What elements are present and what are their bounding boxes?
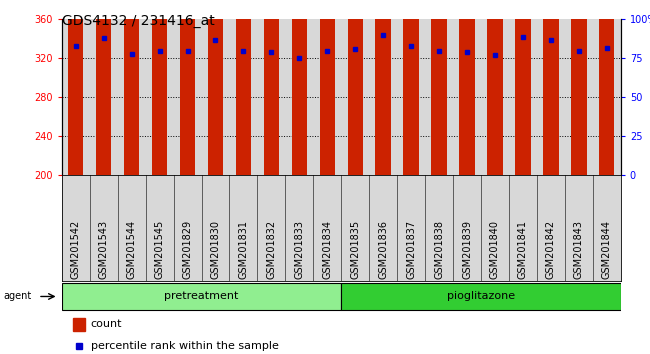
Bar (152, 0, 167, 175)
Text: GSM201839: GSM201839 (462, 220, 472, 279)
Text: GSM201835: GSM201835 (350, 220, 360, 279)
Bar (376, 0, 391, 175)
Bar (292, 0, 307, 175)
Text: GSM201545: GSM201545 (155, 220, 164, 279)
Bar (124, 0, 139, 175)
Bar (341, 283, 621, 310)
Bar (180, 0, 195, 175)
Bar (96, 0, 111, 175)
Bar (348, 0, 363, 175)
Bar (236, 0, 251, 175)
Text: GSM201837: GSM201837 (406, 220, 416, 279)
Text: GSM201829: GSM201829 (183, 220, 192, 279)
Bar (432, 0, 447, 175)
Text: pioglitazone: pioglitazone (447, 291, 515, 301)
Text: GSM201843: GSM201843 (574, 220, 584, 279)
Text: GSM201836: GSM201836 (378, 220, 388, 279)
Text: GSM201830: GSM201830 (211, 220, 220, 279)
Text: count: count (91, 319, 122, 329)
Bar (515, 0, 530, 175)
Bar (571, 0, 586, 175)
Bar (208, 0, 223, 175)
Bar (264, 0, 279, 175)
Text: GDS4132 / 231416_at: GDS4132 / 231416_at (62, 14, 214, 28)
Bar (488, 0, 502, 175)
Bar (320, 0, 335, 175)
Text: GSM201544: GSM201544 (127, 220, 136, 279)
Text: GSM201543: GSM201543 (99, 220, 109, 279)
Bar (460, 0, 474, 175)
Bar (62, 283, 341, 310)
Bar (543, 0, 558, 175)
Text: GSM201842: GSM201842 (546, 220, 556, 279)
Text: GSM201838: GSM201838 (434, 220, 444, 279)
Bar (68, 0, 83, 175)
Text: GSM201834: GSM201834 (322, 220, 332, 279)
Text: GSM201542: GSM201542 (71, 220, 81, 279)
Bar (73, 318, 85, 331)
Bar (599, 0, 614, 175)
Bar (404, 0, 419, 175)
Text: GSM201844: GSM201844 (602, 220, 612, 279)
Text: GSM201831: GSM201831 (239, 220, 248, 279)
Text: agent: agent (3, 291, 31, 302)
Text: GSM201840: GSM201840 (490, 220, 500, 279)
Text: pretreatment: pretreatment (164, 291, 239, 301)
Text: percentile rank within the sample: percentile rank within the sample (91, 341, 279, 350)
Text: GSM201832: GSM201832 (266, 220, 276, 279)
Text: GSM201833: GSM201833 (294, 220, 304, 279)
Text: GSM201841: GSM201841 (518, 220, 528, 279)
